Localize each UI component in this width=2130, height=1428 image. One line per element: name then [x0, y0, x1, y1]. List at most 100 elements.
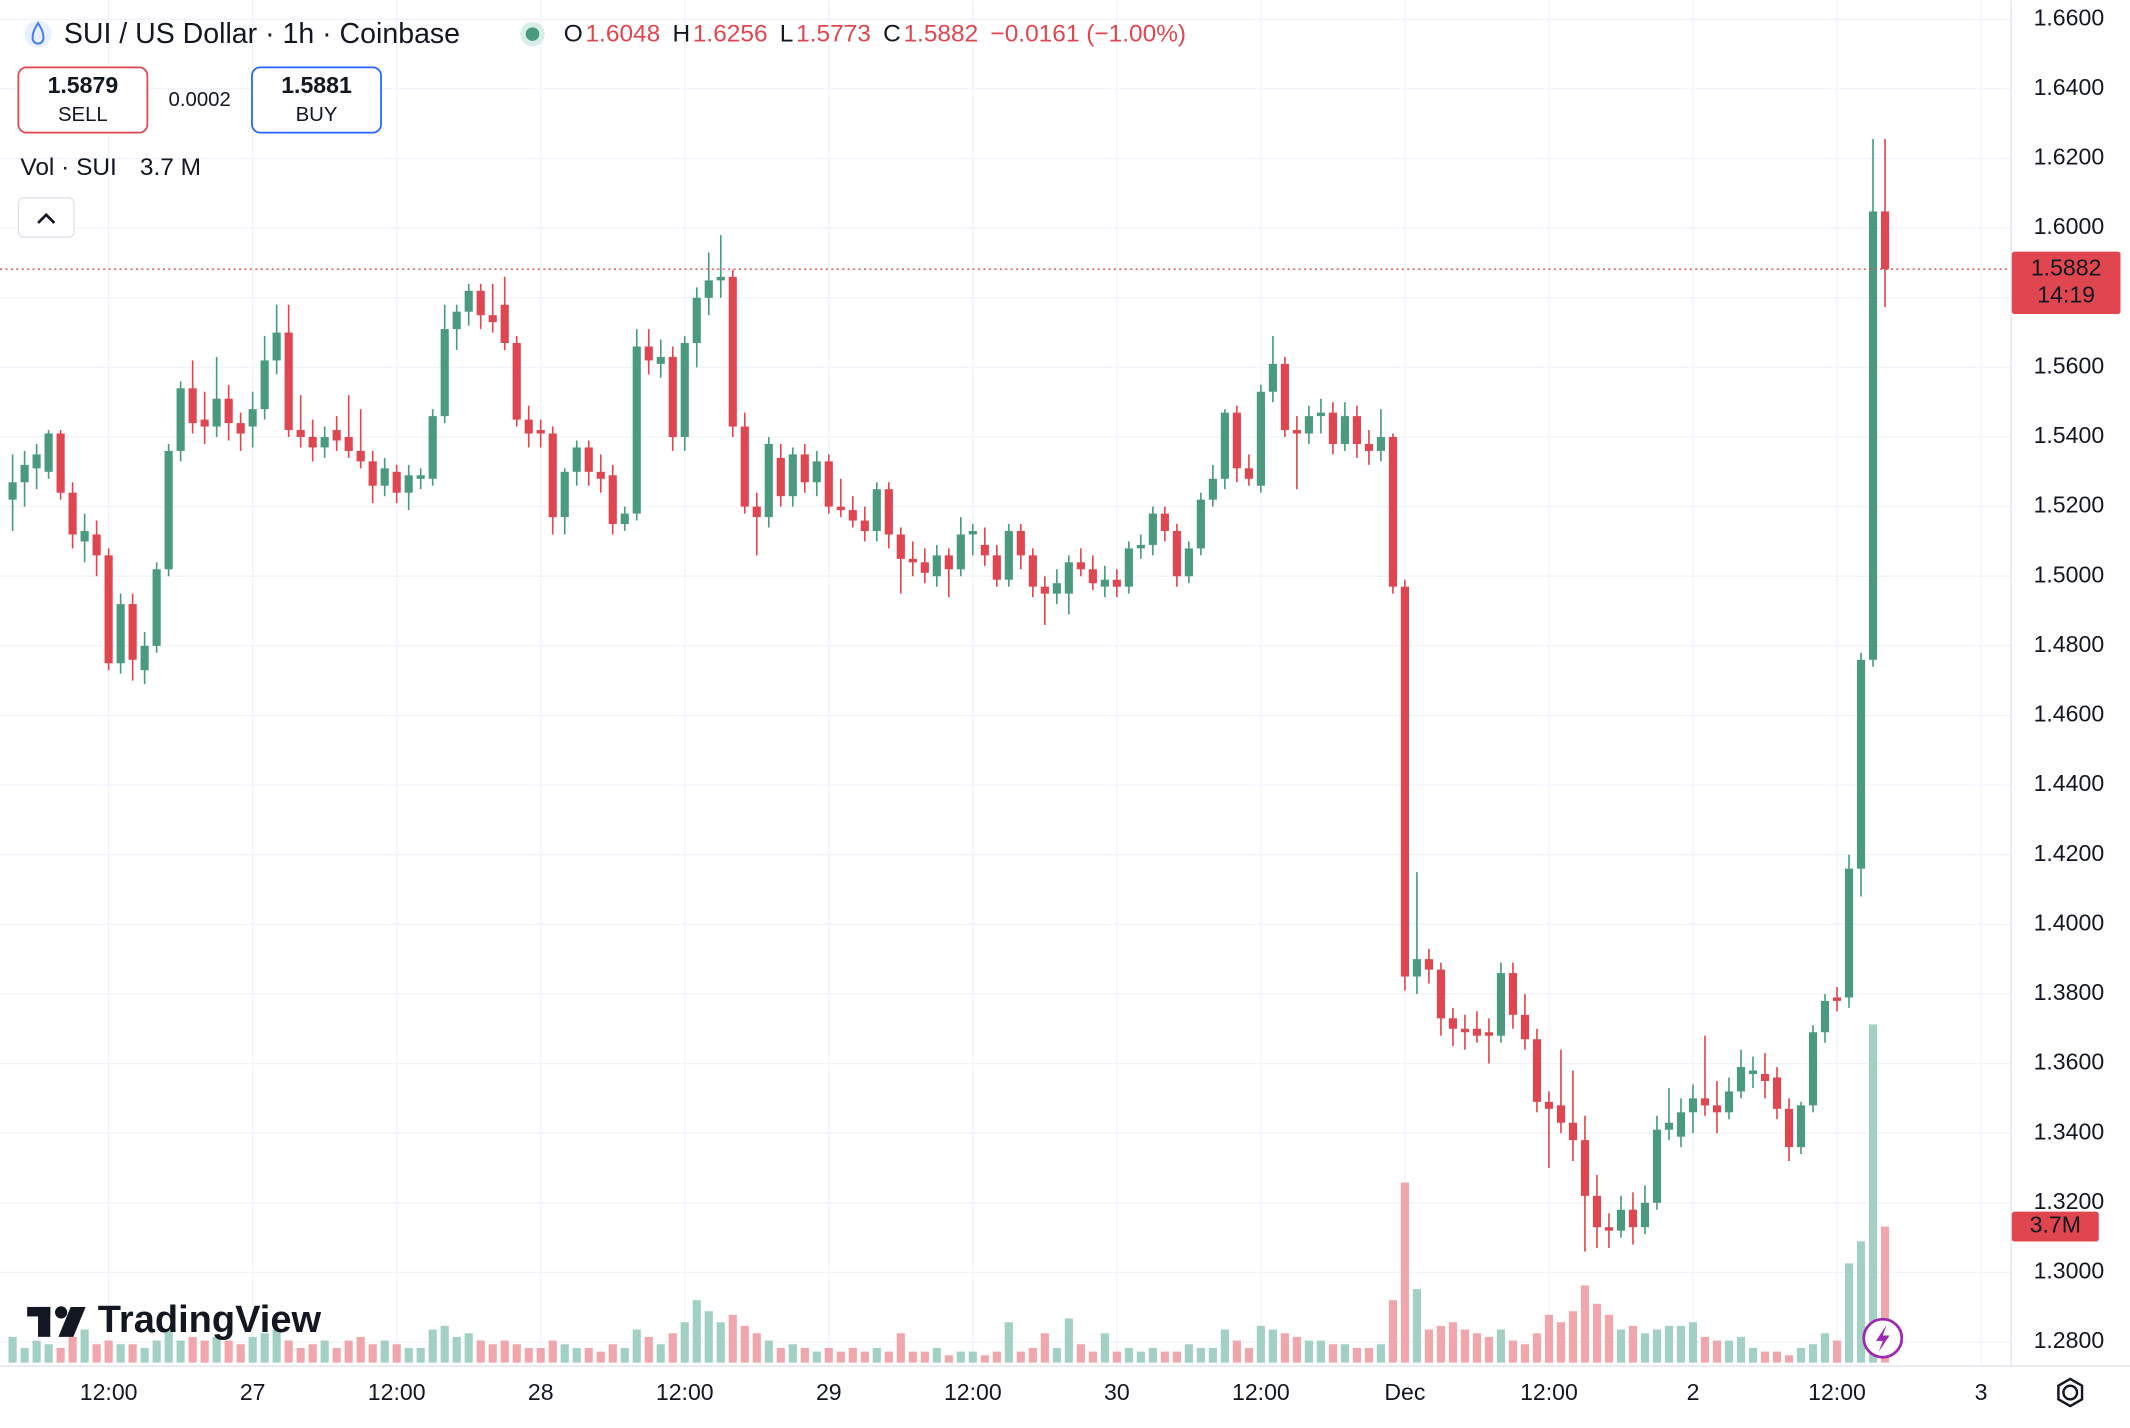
candle-body [980, 544, 989, 556]
volume-bar [356, 1336, 365, 1363]
sell-button-box[interactable] [17, 66, 149, 134]
brand-name[interactable]: TradingView [98, 1299, 322, 1341]
candle-body [656, 356, 665, 364]
sell-button[interactable]: 1.5879 SELL [17, 66, 149, 134]
volume-bar [1712, 1340, 1722, 1363]
buy-button[interactable]: 1.5881 BUY [251, 66, 382, 134]
candle-body [716, 276, 725, 281]
volume-bar [1340, 1344, 1349, 1363]
candle-body [1340, 416, 1349, 444]
settings-button[interactable] [2057, 1377, 2084, 1408]
candle-body [944, 555, 953, 570]
settings-icon-center[interactable] [2062, 1384, 2079, 1401]
volume-bar [44, 1344, 53, 1363]
volume-bar [716, 1322, 725, 1363]
candle-body [272, 332, 281, 361]
volume-bar [1316, 1340, 1325, 1363]
volume-bar [1652, 1329, 1662, 1363]
candle-body [428, 416, 437, 479]
candle-body [584, 447, 593, 472]
logo-stem[interactable] [38, 1306, 51, 1337]
volume-bar [524, 1347, 533, 1363]
lightning-button[interactable] [1862, 1317, 1904, 1359]
volume-bar [500, 1340, 509, 1363]
volume-bar [104, 1340, 113, 1363]
y-tick-label: 1.3600 [2034, 1049, 2105, 1075]
volume-bar [980, 1355, 989, 1363]
candle-body [368, 461, 377, 486]
candle-body [1280, 363, 1289, 431]
volume-bar [140, 1347, 149, 1363]
volume-bar [380, 1340, 389, 1363]
buy-button-box[interactable] [251, 66, 382, 134]
candle-body [344, 437, 353, 451]
grid [0, 0, 2011, 1366]
volume-bar [1196, 1347, 1205, 1363]
candle-body [308, 437, 317, 448]
volume-bar [1748, 1347, 1758, 1363]
candle-body [524, 419, 533, 434]
volume-bar [680, 1322, 689, 1363]
settings-icon[interactable] [2057, 1377, 2084, 1408]
volume-bar [728, 1314, 737, 1363]
candle-body [1220, 412, 1229, 479]
candle-body [512, 343, 521, 420]
candle-body [1640, 1202, 1650, 1228]
volume-bar [584, 1347, 593, 1363]
candle-body [968, 530, 977, 535]
logo-dot[interactable] [55, 1306, 68, 1319]
volume-bar [1868, 1024, 1878, 1363]
volume-bar [1064, 1318, 1073, 1363]
volume-bar [260, 1333, 269, 1363]
x-tick-label: 12:00 [80, 1379, 138, 1405]
collapse-button-box[interactable] [17, 197, 75, 238]
volume-bar [8, 1336, 17, 1363]
collapse-button[interactable] [17, 197, 75, 238]
candle-body [1016, 530, 1025, 556]
candle-body [488, 315, 497, 323]
buy-price[interactable]: 1.5881 [281, 72, 352, 98]
volume-bar [272, 1329, 281, 1363]
volume-bar [92, 1344, 101, 1363]
volume-bar [896, 1333, 905, 1363]
candle-body [1496, 973, 1506, 1036]
volume-bar [416, 1347, 425, 1363]
candle-body [260, 360, 269, 410]
brand-logo[interactable]: TradingView [27, 1299, 321, 1341]
volume-bar [116, 1344, 125, 1363]
volume-bar [284, 1340, 293, 1363]
volume-bar [1088, 1351, 1097, 1363]
buy-label[interactable]: BUY [296, 104, 338, 126]
volume-bar [392, 1344, 401, 1363]
volume-bar [1796, 1347, 1806, 1363]
y-tick-label: 1.3800 [2034, 979, 2105, 1005]
y-tick-label: 1.3400 [2034, 1118, 2105, 1144]
candle-body [596, 471, 605, 479]
candle-body [560, 471, 569, 518]
lightning-icon[interactable] [1875, 1324, 1890, 1352]
candle-body [1304, 416, 1313, 434]
candle-body [1880, 211, 1890, 270]
y-tick-label: 1.5600 [2034, 352, 2105, 378]
volume-bar [128, 1344, 137, 1363]
x-tick-label: 12:00 [368, 1379, 426, 1405]
volume-bar [1100, 1333, 1109, 1363]
candle-body [1292, 430, 1301, 434]
logo-slash[interactable] [58, 1306, 86, 1337]
collapse-icon[interactable] [37, 212, 56, 224]
sell-price[interactable]: 1.5879 [48, 72, 119, 98]
candle-body [1568, 1122, 1578, 1141]
volume-bar [1136, 1351, 1145, 1363]
volume-bar [452, 1336, 461, 1363]
volume-bar [320, 1340, 329, 1363]
candle-body [1784, 1108, 1794, 1148]
volume-bar [1052, 1347, 1061, 1363]
candle-body [632, 346, 641, 514]
sell-label[interactable]: SELL [58, 104, 108, 126]
x-tick-label: 28 [528, 1379, 554, 1405]
volume-bar [1400, 1182, 1409, 1363]
candle-body [32, 454, 41, 469]
candle-body [1136, 544, 1145, 549]
volume-bar [572, 1347, 581, 1363]
